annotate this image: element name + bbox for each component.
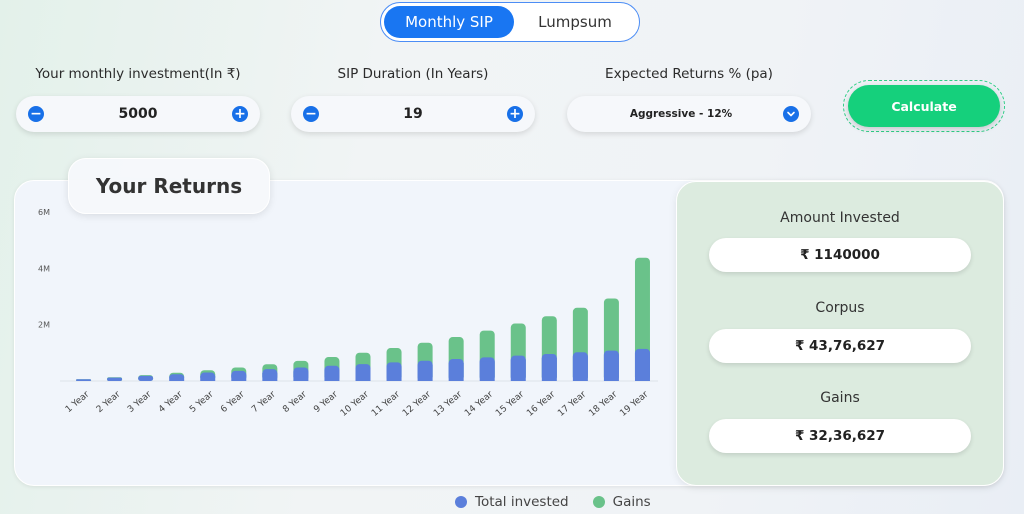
x-tick-label: 8 Year [281,389,309,415]
monthly-investment-stepper: − 5000 + [16,96,260,132]
invested-bar-body [510,359,526,381]
chart-legend: Total invested Gains [455,494,675,510]
mode-toggle: Monthly SIP Lumpsum [380,2,640,42]
gains-dot-icon [592,496,605,508]
gains-value: ₹ 32,36,627 [709,419,971,453]
tab-monthly-sip[interactable]: Monthly SIP [384,6,514,38]
calculate-button-outline: Calculate [843,80,1005,132]
increment-investment-button[interactable]: + [232,106,248,122]
invested-bar-body [448,363,464,381]
invested-bar-body [169,378,185,381]
x-tick-label: 16 Year [525,389,557,418]
tab-lumpsum[interactable]: Lumpsum [538,13,612,31]
corpus-value: ₹ 43,76,627 [709,329,971,363]
amount-invested-label: Amount Invested [780,210,900,226]
sip-duration-stepper: − 19 + [291,96,535,132]
invested-bar-body [634,352,650,381]
y-tick-label: 4M [38,264,50,273]
invested-bar-body [386,366,402,381]
invested-bar-body [417,364,433,381]
invested-bar-body [200,376,216,381]
x-tick-label: 3 Year [126,389,154,415]
y-tick-label: 6M [38,208,50,217]
x-tick-label: 1 Year [64,389,92,415]
calculate-button[interactable]: Calculate [848,85,1000,127]
x-tick-label: 10 Year [339,389,371,418]
corpus-label: Corpus [815,300,865,316]
invested-bar-body [572,356,588,381]
invested-bar-body [603,354,619,381]
x-tick-label: 4 Year [157,389,185,415]
x-tick-label: 12 Year [401,389,433,418]
invested-bar-body [479,361,495,381]
legend-invested-label: Total invested [475,494,569,510]
invested-bar[interactable] [76,379,92,381]
legend-item-invested[interactable]: Total invested [455,494,569,510]
x-tick-label: 6 Year [219,389,247,415]
x-tick-label: 14 Year [463,389,495,418]
invested-bar-body [355,368,371,381]
amount-invested-value: ₹ 1140000 [709,238,971,272]
legend-item-gains[interactable]: Gains [592,494,651,510]
x-tick-label: 9 Year [312,389,340,415]
x-tick-label: 19 Year [618,389,650,418]
x-tick-label: 13 Year [432,389,464,418]
monthly-investment-value[interactable]: 5000 [118,106,158,122]
decrement-investment-button[interactable]: − [28,106,44,122]
summary-panel: Amount Invested ₹ 1140000 Corpus ₹ 43,76… [676,181,1004,486]
invested-dot-icon [455,496,467,508]
invested-bar-body [231,374,247,381]
invested-bar[interactable] [138,375,154,381]
legend-gains-label: Gains [612,494,651,510]
invested-bar-body [541,357,557,381]
invested-bar[interactable] [107,377,123,381]
returns-title: Your Returns [68,158,270,214]
expected-returns-selected: Aggressive - 12% [629,108,733,120]
invested-bar-body [293,371,309,381]
increment-duration-button[interactable]: + [506,106,523,122]
x-tick-label: 2 Year [95,389,123,415]
invested-bar-body [262,373,278,381]
x-tick-label: 18 Year [587,389,619,418]
chevron-down-icon[interactable] [783,106,799,122]
invested-bar-body [324,369,340,381]
decrement-duration-button[interactable]: − [303,106,319,122]
gains-label: Gains [820,390,860,406]
monthly-investment-label: Your monthly investment(In ₹) [35,66,241,82]
x-tick-label: 11 Year [370,389,402,418]
y-tick-label: 2M [38,321,50,330]
expected-returns-select[interactable]: Aggressive - 12% [567,96,811,132]
x-tick-label: 17 Year [556,389,588,418]
expected-returns-label: Expected Returns % (pa) [605,66,773,82]
x-tick-label: 15 Year [494,389,526,418]
sip-duration-label: SIP Duration (In Years) [337,66,489,82]
x-tick-label: 5 Year [188,389,216,415]
x-tick-label: 7 Year [250,389,278,415]
sip-duration-value[interactable]: 19 [403,106,423,122]
